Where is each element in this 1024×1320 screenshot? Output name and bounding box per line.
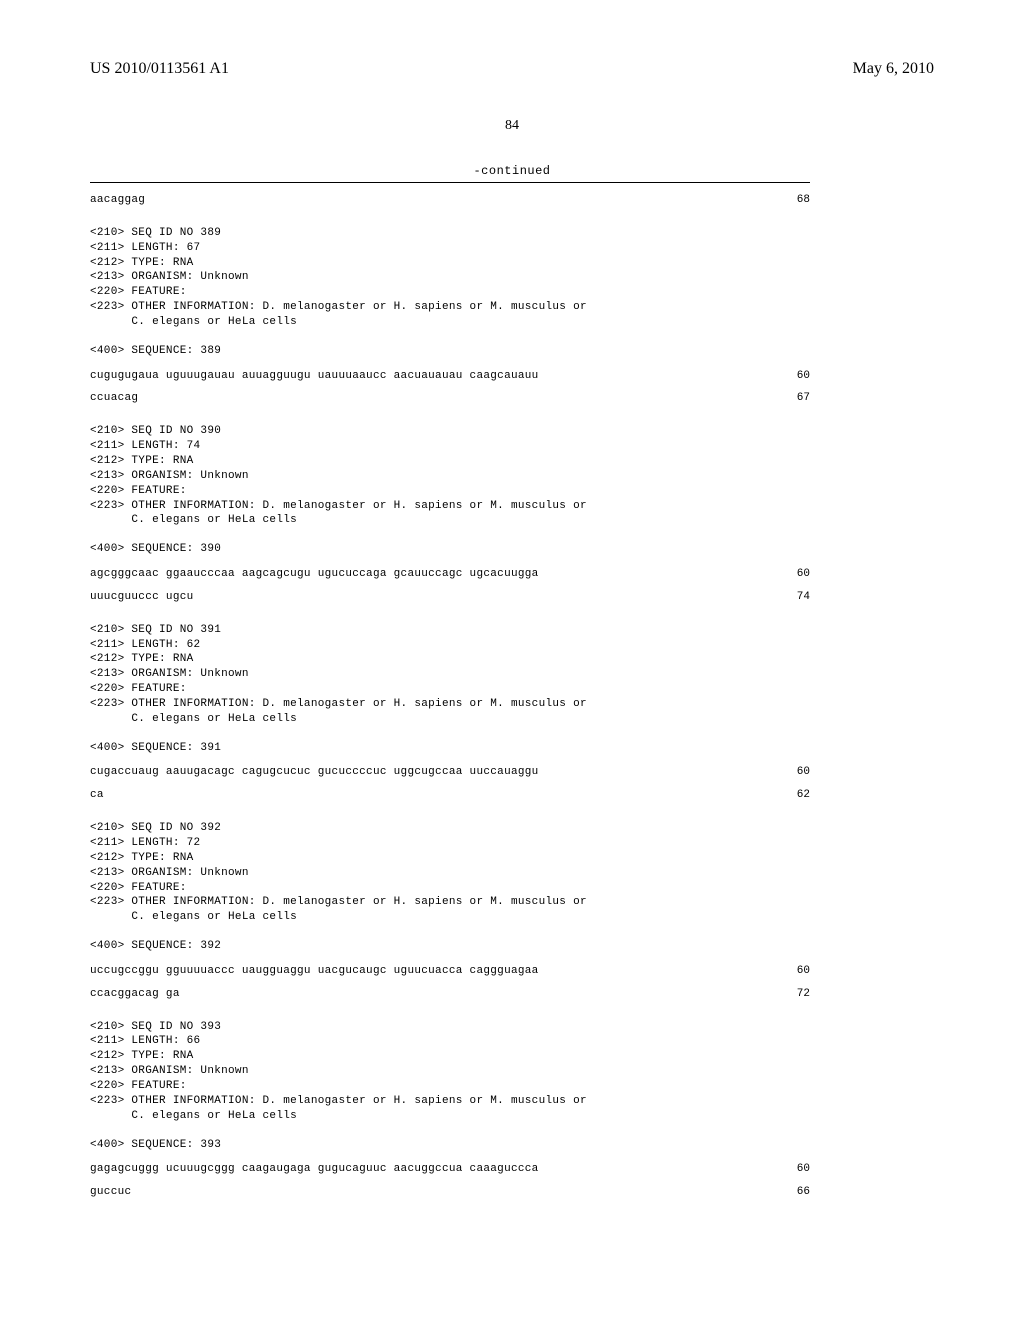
sequence-meta-block: <210> SEQ ID NO 393 <211> LENGTH: 66 <21…	[90, 1020, 810, 1124]
sequence-line: aacaggag 68	[90, 193, 810, 208]
seq-other-info: <223> OTHER INFORMATION: D. melanogaster…	[90, 698, 587, 710]
seq-length: <211> LENGTH: 72	[90, 837, 200, 849]
sequence-data: guccuc	[90, 1185, 131, 1200]
sequence-line: cugugugaua uguuugauau auuagguugu uauuuaa…	[90, 369, 810, 384]
sequence-data: agcgggcaac ggaaucccaa aagcagcugu ugucucc…	[90, 567, 539, 582]
sequence-position: 60	[797, 1162, 810, 1177]
sequence-data: cugaccuaug aauugacagc cagugcucuc gucuccc…	[90, 765, 539, 780]
seq-feature: <220> FEATURE:	[90, 1080, 187, 1092]
sequence-position: 67	[797, 391, 810, 406]
sequence-position: 60	[797, 765, 810, 780]
sequence-line: uuucguuccc ugcu 74	[90, 590, 810, 605]
seq-other-info: <223> OTHER INFORMATION: D. melanogaster…	[90, 301, 587, 313]
sequence-meta-block: <210> SEQ ID NO 389 <211> LENGTH: 67 <21…	[90, 226, 810, 330]
sequence-line: guccuc 66	[90, 1185, 810, 1200]
sequence-label: <400> SEQUENCE: 390	[90, 542, 810, 557]
seq-type: <212> TYPE: RNA	[90, 455, 194, 467]
sequence-meta-block: <210> SEQ ID NO 391 <211> LENGTH: 62 <21…	[90, 623, 810, 727]
sequence-label: <400> SEQUENCE: 389	[90, 344, 810, 359]
seq-other-info: C. elegans or HeLa cells	[90, 911, 297, 923]
sequence-position: 62	[797, 788, 810, 803]
seq-length: <211> LENGTH: 74	[90, 440, 200, 452]
sequence-listing: aacaggag 68 <210> SEQ ID NO 389 <211> LE…	[90, 182, 810, 1200]
sequence-position: 60	[797, 964, 810, 979]
seq-type: <212> TYPE: RNA	[90, 1050, 194, 1062]
sequence-meta-block: <210> SEQ ID NO 390 <211> LENGTH: 74 <21…	[90, 424, 810, 528]
seq-length: <211> LENGTH: 67	[90, 242, 200, 254]
seq-id: <210> SEQ ID NO 393	[90, 1021, 221, 1033]
sequence-position: 68	[797, 193, 810, 208]
seq-type: <212> TYPE: RNA	[90, 257, 194, 269]
sequence-data: ca	[90, 788, 104, 803]
seq-feature: <220> FEATURE:	[90, 485, 187, 497]
sequence-line: agcgggcaac ggaaucccaa aagcagcugu ugucucc…	[90, 567, 810, 582]
continued-label: -continued	[90, 164, 934, 178]
sequence-line: ca 62	[90, 788, 810, 803]
sequence-label: <400> SEQUENCE: 392	[90, 939, 810, 954]
page-header: US 2010/0113561 A1 May 6, 2010	[90, 60, 934, 78]
sequence-label: <400> SEQUENCE: 393	[90, 1138, 810, 1153]
sequence-label: <400> SEQUENCE: 391	[90, 741, 810, 756]
seq-feature: <220> FEATURE:	[90, 683, 187, 695]
sequence-data: gagagcuggg ucuuugcggg caagaugaga gugucag…	[90, 1162, 539, 1177]
seq-other-info: C. elegans or HeLa cells	[90, 713, 297, 725]
seq-other-info: <223> OTHER INFORMATION: D. melanogaster…	[90, 896, 587, 908]
seq-feature: <220> FEATURE:	[90, 286, 187, 298]
seq-feature: <220> FEATURE:	[90, 882, 187, 894]
sequence-data: uccugccggu gguuuuaccc uaugguaggu uacguca…	[90, 964, 539, 979]
seq-length: <211> LENGTH: 62	[90, 639, 200, 651]
sequence-data: cugugugaua uguuugauau auuagguugu uauuuaa…	[90, 369, 539, 384]
seq-other-info: C. elegans or HeLa cells	[90, 316, 297, 328]
sequence-position: 66	[797, 1185, 810, 1200]
sequence-position: 74	[797, 590, 810, 605]
sequence-line: cugaccuaug aauugacagc cagugcucuc gucuccc…	[90, 765, 810, 780]
sequence-data: uuucguuccc ugcu	[90, 590, 194, 605]
page-number: 84	[90, 118, 934, 134]
sequence-line: ccuacag 67	[90, 391, 810, 406]
seq-id: <210> SEQ ID NO 391	[90, 624, 221, 636]
sequence-line: uccugccggu gguuuuaccc uaugguaggu uacguca…	[90, 964, 810, 979]
seq-type: <212> TYPE: RNA	[90, 653, 194, 665]
seq-organism: <213> ORGANISM: Unknown	[90, 1065, 249, 1077]
seq-other-info: C. elegans or HeLa cells	[90, 514, 297, 526]
publication-date: May 6, 2010	[853, 60, 934, 78]
sequence-meta-block: <210> SEQ ID NO 392 <211> LENGTH: 72 <21…	[90, 821, 810, 925]
sequence-data: aacaggag	[90, 193, 145, 208]
seq-other-info: C. elegans or HeLa cells	[90, 1110, 297, 1122]
sequence-position: 60	[797, 567, 810, 582]
seq-length: <211> LENGTH: 66	[90, 1035, 200, 1047]
seq-organism: <213> ORGANISM: Unknown	[90, 668, 249, 680]
sequence-line: ccacggacag ga 72	[90, 987, 810, 1002]
publication-number: US 2010/0113561 A1	[90, 60, 229, 78]
sequence-position: 72	[797, 987, 810, 1002]
seq-organism: <213> ORGANISM: Unknown	[90, 867, 249, 879]
seq-other-info: <223> OTHER INFORMATION: D. melanogaster…	[90, 500, 587, 512]
seq-id: <210> SEQ ID NO 390	[90, 425, 221, 437]
seq-type: <212> TYPE: RNA	[90, 852, 194, 864]
seq-id: <210> SEQ ID NO 389	[90, 227, 221, 239]
seq-other-info: <223> OTHER INFORMATION: D. melanogaster…	[90, 1095, 587, 1107]
seq-organism: <213> ORGANISM: Unknown	[90, 470, 249, 482]
sequence-data: ccuacag	[90, 391, 138, 406]
sequence-line: gagagcuggg ucuuugcggg caagaugaga gugucag…	[90, 1162, 810, 1177]
sequence-position: 60	[797, 369, 810, 384]
seq-id: <210> SEQ ID NO 392	[90, 822, 221, 834]
sequence-data: ccacggacag ga	[90, 987, 180, 1002]
seq-organism: <213> ORGANISM: Unknown	[90, 271, 249, 283]
